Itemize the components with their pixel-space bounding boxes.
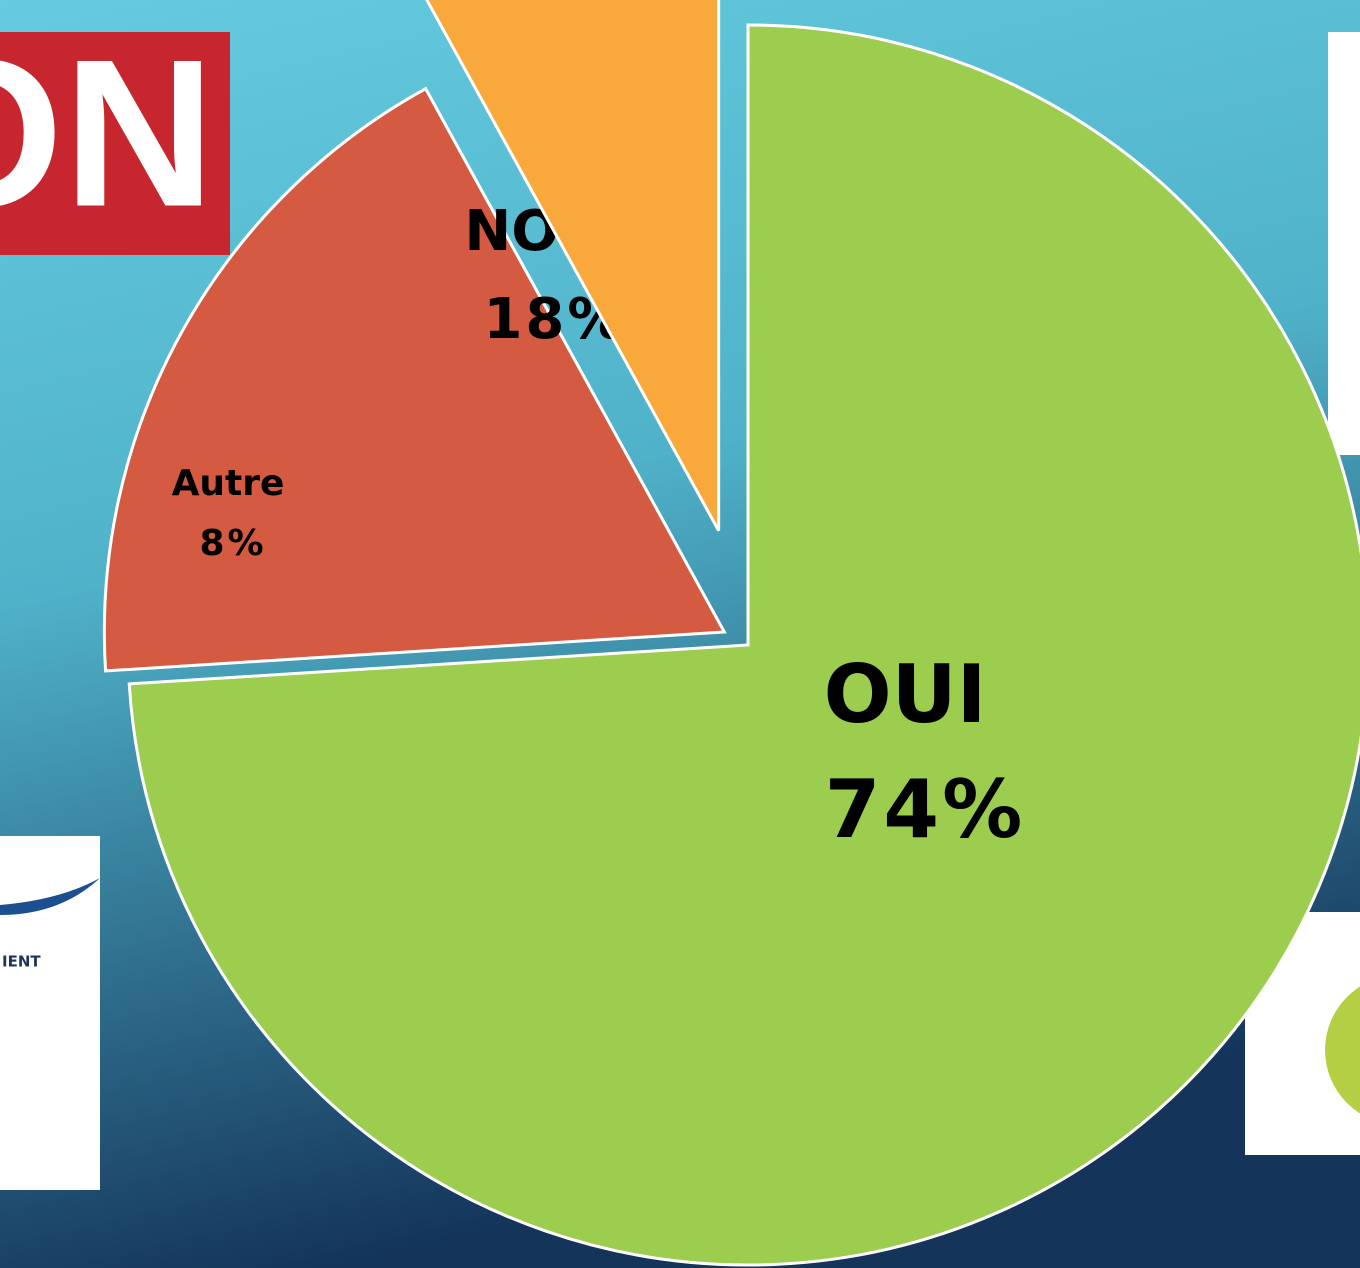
slice-category-label: Autre <box>172 463 285 504</box>
logo-text: ON <box>0 15 215 250</box>
logo-bottom-left: IENT <box>0 836 100 1190</box>
logo-swoosh <box>0 878 100 915</box>
slice-value-label: 74% <box>825 763 1025 856</box>
logo-top-right <box>1328 32 1360 455</box>
slice-category-label: OUI <box>824 648 987 741</box>
logo-circle <box>1325 986 1360 1114</box>
pie-slice <box>127 23 1360 1267</box>
logo-box <box>0 32 230 255</box>
logo-box <box>0 836 100 1190</box>
pie-slice <box>425 0 721 532</box>
logo-text: IENT <box>2 953 41 971</box>
logo-bottom-right <box>1245 912 1360 1155</box>
logo-top-left: ON <box>0 15 230 255</box>
slice-value-label: 8% <box>199 523 266 564</box>
pie-slice <box>102 86 727 673</box>
